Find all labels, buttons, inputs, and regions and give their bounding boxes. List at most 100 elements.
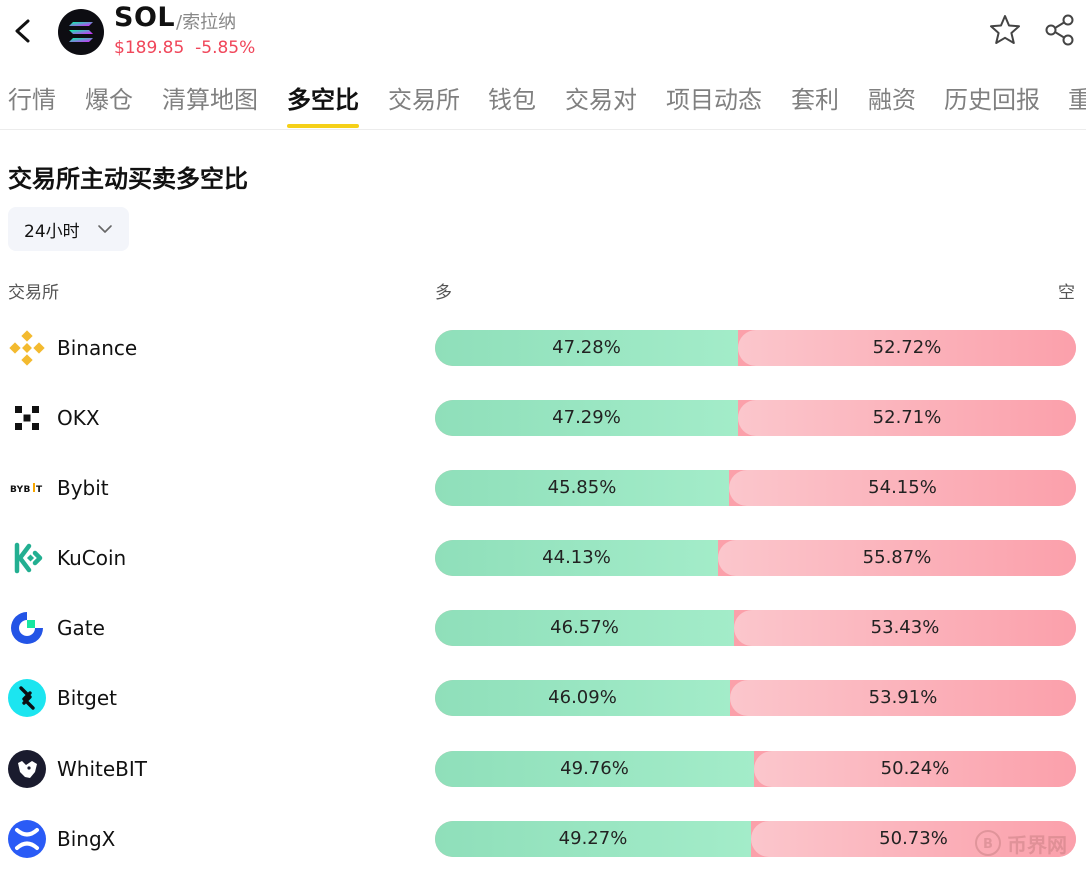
period-selector[interactable]: 24小时 xyxy=(8,207,129,251)
long-percent: 46.09% xyxy=(548,687,617,708)
long-percent: 49.27% xyxy=(558,828,628,849)
exchange-row[interactable]: Bitget 46.09% 53.91% xyxy=(0,668,1086,728)
price-line: $189.85 -5.85% xyxy=(114,38,255,58)
svg-text:BYB: BYB xyxy=(10,485,31,495)
favorite-button[interactable] xyxy=(988,13,1022,47)
binance-logo xyxy=(8,329,46,367)
exchange-row[interactable]: OKX 47.29% 52.71% xyxy=(0,388,1086,448)
short-segment xyxy=(738,330,1076,366)
long-percent: 47.29% xyxy=(552,407,621,428)
bitget-logo xyxy=(8,679,46,717)
exchange-name: BingX xyxy=(57,827,116,851)
svg-text:T: T xyxy=(36,485,43,495)
top-header: SOL /索拉纳 $189.85 -5.85% xyxy=(0,0,1086,66)
short-percent: 50.24% xyxy=(880,758,950,779)
long-segment xyxy=(435,610,734,646)
short-percent: 52.71% xyxy=(872,407,942,428)
exchange-name: Gate xyxy=(57,616,105,640)
section-title: 交易所主动买卖多空比 xyxy=(8,165,248,193)
coin-symbol: SOL xyxy=(114,2,176,33)
tab-funding[interactable]: 融资 xyxy=(868,86,916,114)
column-header-long: 多 xyxy=(435,283,452,303)
exchange-row[interactable]: WhiteBIT 49.76% 50.24% xyxy=(0,739,1086,799)
exchange-name: Bybit xyxy=(57,476,109,500)
tab-exchanges[interactable]: 交易所 xyxy=(388,86,460,114)
short-segment xyxy=(734,610,1076,646)
ratio-bar: 44.13% 55.87% xyxy=(435,540,1076,576)
watermark: B 币界网 xyxy=(975,826,1080,860)
exchange-row[interactable]: BingX 49.27% 50.73% xyxy=(0,809,1086,869)
exchange-row[interactable]: BYB T Bybit 45.85% 54.15% xyxy=(0,458,1086,518)
back-button[interactable] xyxy=(8,14,38,48)
long-segment xyxy=(435,751,754,787)
coin-name: /索拉纳 xyxy=(176,12,237,33)
long-percent: 44.13% xyxy=(542,547,611,568)
exchange-name: WhiteBIT xyxy=(57,757,147,781)
tab-liquidation-map[interactable]: 清算地图 xyxy=(162,86,258,114)
long-segment xyxy=(435,680,730,716)
gate-logo xyxy=(8,609,46,647)
kucoin-logo xyxy=(8,539,46,577)
period-value: 24小时 xyxy=(24,221,80,242)
tab-market[interactable]: 行情 xyxy=(8,86,56,114)
chevron-left-icon xyxy=(15,19,30,43)
long-percent: 45.85% xyxy=(547,477,617,498)
tab-project-news[interactable]: 项目动态 xyxy=(666,86,762,114)
share-icon xyxy=(1045,14,1074,46)
short-percent: 53.91% xyxy=(868,687,938,708)
star-outline-icon xyxy=(990,15,1020,44)
short-segment xyxy=(718,540,1076,576)
short-percent: 54.15% xyxy=(868,477,937,498)
tab-historical-returns[interactable]: 历史回报 xyxy=(944,86,1040,114)
ratio-bar: 49.27% 50.73% xyxy=(435,821,1076,857)
ratio-bar: 49.76% 50.24% xyxy=(435,751,1076,787)
tab-long-short-ratio[interactable]: 多空比 xyxy=(287,86,359,114)
bitcoin-coin-icon: B xyxy=(975,830,1001,856)
tab-bar: 行情 爆仓 清算地图 多空比 交易所 钱包 交易对 项目动态 套利 融资 历史回… xyxy=(0,66,1086,130)
tab-trading-pairs[interactable]: 交易对 xyxy=(565,86,637,114)
watermark-text: 币界网 xyxy=(1007,832,1067,857)
exchange-row[interactable]: Binance 47.28% 52.72% xyxy=(0,318,1086,378)
long-percent: 49.76% xyxy=(560,758,629,779)
tab-more[interactable]: 重 xyxy=(1068,80,1086,115)
okx-logo xyxy=(8,399,46,437)
solana-logo xyxy=(58,9,104,55)
short-percent: 50.73% xyxy=(879,828,948,849)
chevron-down-icon xyxy=(98,225,112,233)
short-segment xyxy=(729,470,1076,506)
long-segment xyxy=(435,400,738,436)
long-percent: 46.57% xyxy=(550,617,619,638)
whitebit-logo xyxy=(8,750,46,788)
column-header-short: 空 xyxy=(1058,283,1075,303)
short-segment xyxy=(754,751,1076,787)
exchange-name: Bitget xyxy=(57,686,117,710)
bingx-logo xyxy=(8,820,46,858)
short-segment xyxy=(738,400,1076,436)
ratio-bar: 47.28% 52.72% xyxy=(435,330,1076,366)
ratio-bar: 47.29% 52.71% xyxy=(435,400,1076,436)
tab-liquidation[interactable]: 爆仓 xyxy=(85,86,133,114)
exchange-name: Binance xyxy=(57,336,138,360)
short-segment xyxy=(751,821,1076,857)
exchange-name: OKX xyxy=(57,406,100,430)
column-header-exchange: 交易所 xyxy=(8,283,59,303)
long-segment xyxy=(435,821,751,857)
ratio-bar: 46.57% 53.43% xyxy=(435,610,1076,646)
bybit-logo: BYB T xyxy=(8,469,46,507)
exchange-name: KuCoin xyxy=(57,546,127,570)
short-segment xyxy=(730,680,1076,716)
active-tab-indicator xyxy=(287,124,359,128)
exchange-row[interactable]: KuCoin 44.13% 55.87% xyxy=(0,528,1086,588)
long-percent: 47.28% xyxy=(552,337,621,358)
long-segment xyxy=(435,540,718,576)
tab-wallet[interactable]: 钱包 xyxy=(488,86,536,114)
long-segment xyxy=(435,470,729,506)
share-button[interactable] xyxy=(1043,13,1077,47)
long-segment xyxy=(435,330,738,366)
short-percent: 55.87% xyxy=(862,547,932,568)
exchange-row[interactable]: Gate 46.57% 53.43% xyxy=(0,598,1086,658)
svg-text:B: B xyxy=(983,837,993,852)
ratio-bar: 45.85% 54.15% xyxy=(435,470,1076,506)
tab-arbitrage[interactable]: 套利 xyxy=(791,86,839,114)
coin-price: $189.85 xyxy=(114,38,185,58)
